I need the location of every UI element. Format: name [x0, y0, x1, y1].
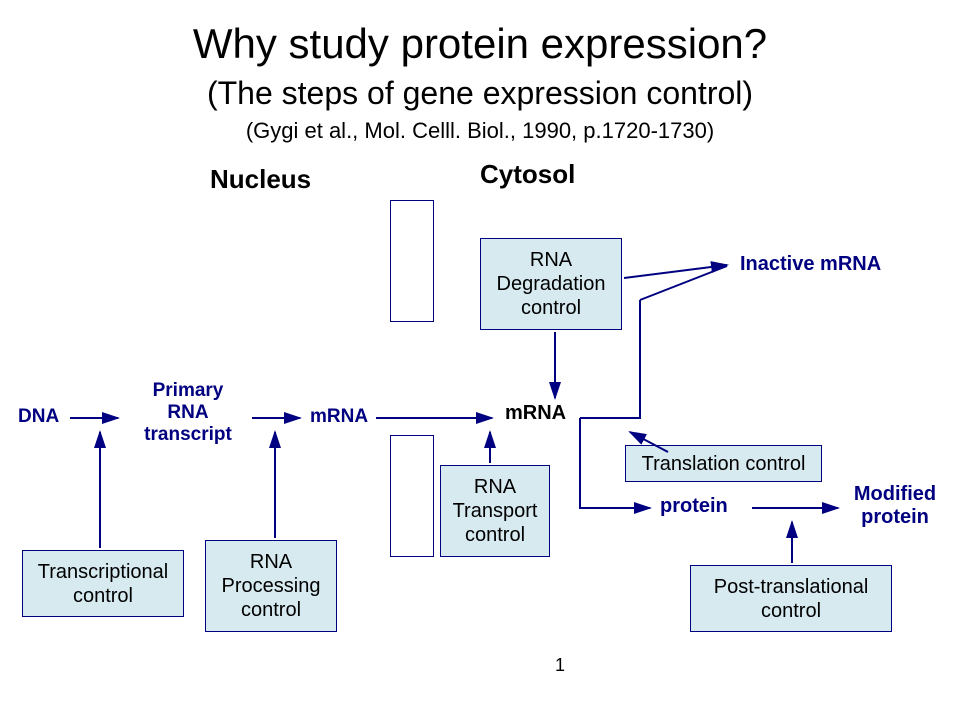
- protein-label: protein: [660, 495, 728, 518]
- post-translational-box: Post-translational control: [690, 565, 892, 632]
- rna-processing-box: RNA Processing control: [205, 540, 337, 632]
- inactive-mrna-label: Inactive mRNA: [740, 253, 881, 276]
- dna-label: DNA: [18, 406, 59, 428]
- mrna1-label: mRNA: [310, 406, 368, 428]
- main-title: Why study protein expression?: [0, 20, 960, 68]
- modified-protein-label: Modified protein: [845, 483, 945, 529]
- rna-transport-box: RNA Transport control: [440, 465, 550, 557]
- translation-control-box: Translation control: [625, 445, 822, 482]
- divider-top-box: [390, 200, 434, 322]
- page-number: 1: [555, 655, 565, 676]
- mrna2-label: mRNA: [505, 402, 566, 425]
- nucleus-label: Nucleus: [210, 165, 311, 195]
- citation: (Gygi et al., Mol. Celll. Biol., 1990, p…: [0, 118, 960, 144]
- transcriptional-control-box: Transcriptional control: [22, 550, 184, 617]
- cytosol-label: Cytosol: [480, 160, 575, 190]
- rna-degradation-box: RNA Degradation control: [480, 238, 622, 330]
- primary-rna-label: Primary RNA transcript: [128, 380, 248, 446]
- subtitle: (The steps of gene expression control): [0, 75, 960, 112]
- divider-bottom-box: [390, 435, 434, 557]
